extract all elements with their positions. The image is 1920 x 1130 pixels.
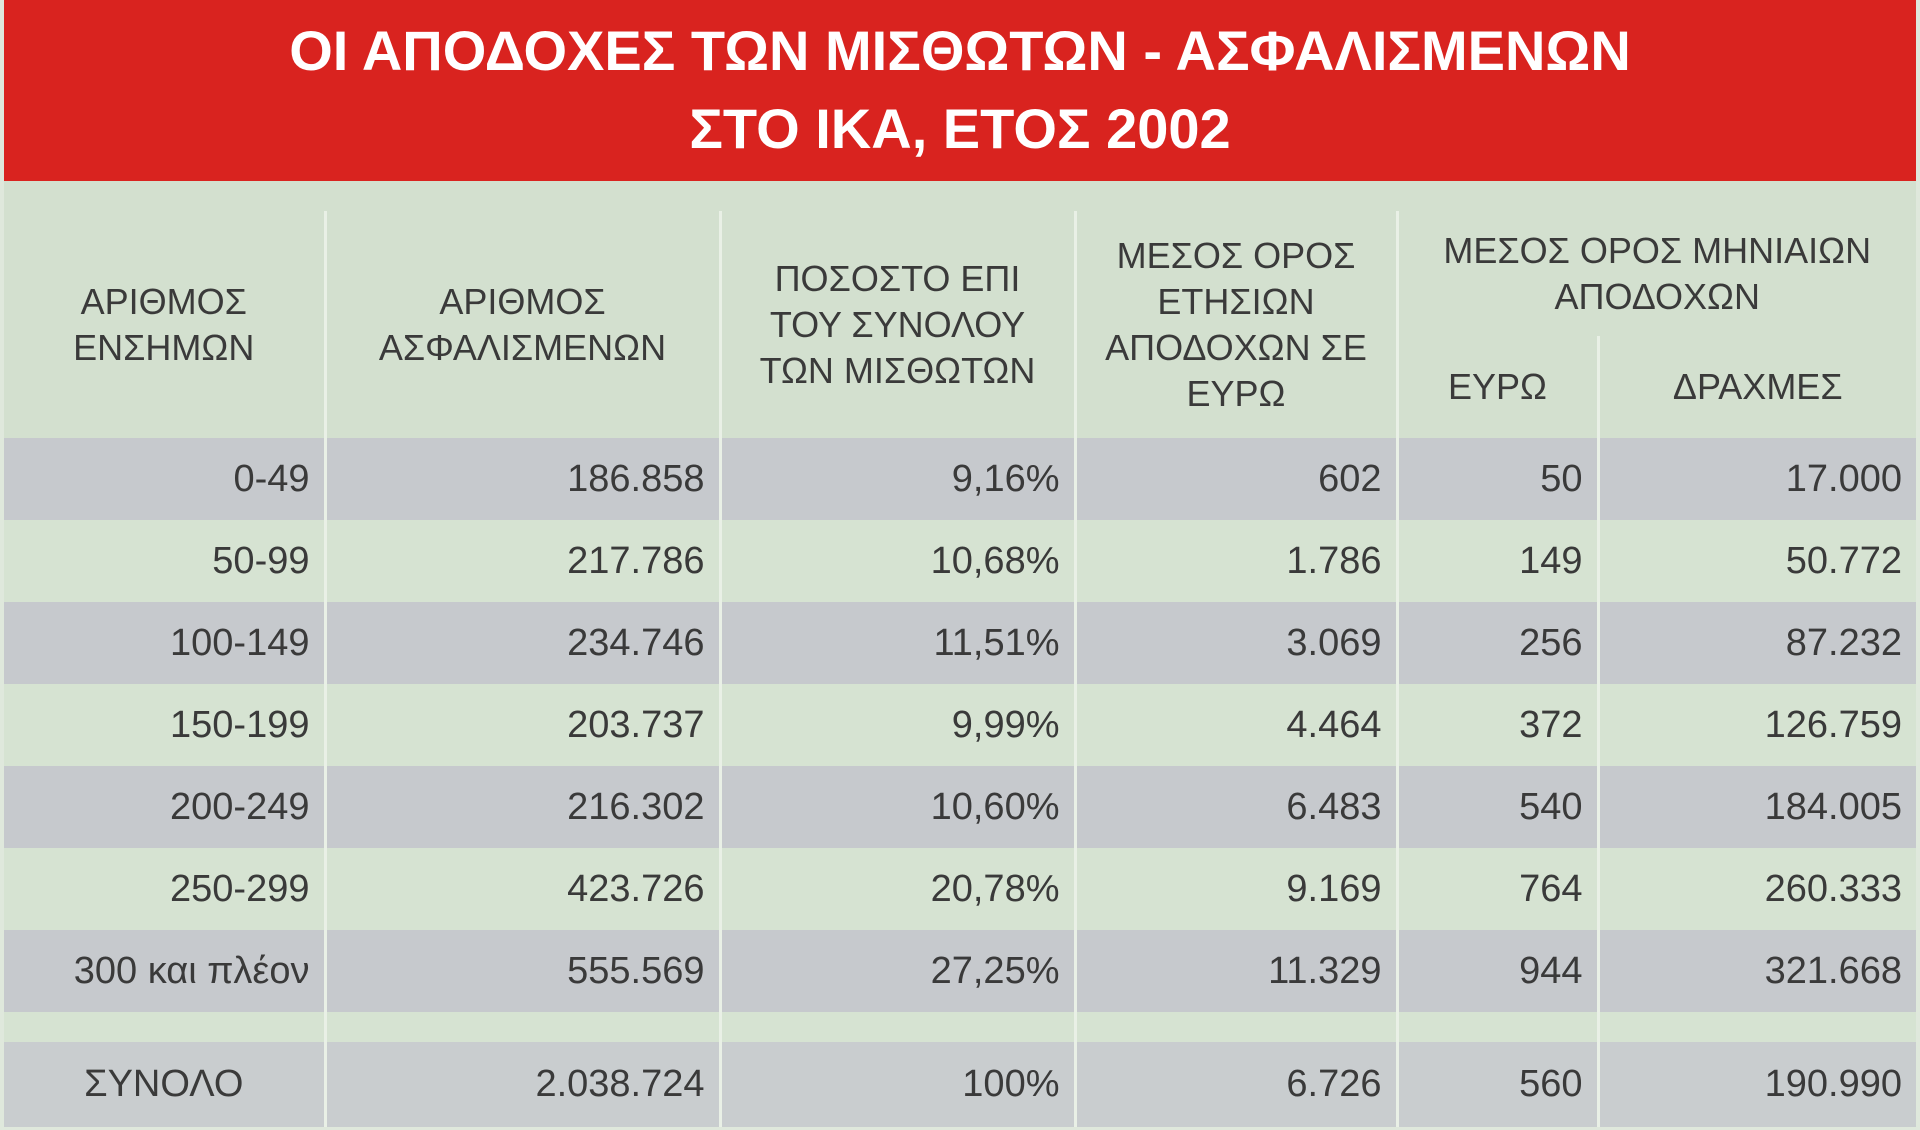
empty-cell xyxy=(1397,1012,1600,1042)
empty-cell xyxy=(325,1012,722,1042)
column-header: ΠΟΣΟΣΤΟ ΕΠΙ ΤΟΥ ΣΥΝΟΛΟΥ ΤΩΝ ΜΙΣΘΩΤΩΝ xyxy=(720,211,1077,438)
group-header: ΜΕΣΟΣ ΟΡΟΣ ΜΗΝΙΑΙΩΝ ΑΠΟΔΟΧΩΝ xyxy=(1397,211,1916,336)
table-cell: 764 xyxy=(1397,848,1600,930)
table-cell: 50 xyxy=(1397,438,1600,520)
empty-cell xyxy=(4,1012,327,1042)
table-cell: 10,60% xyxy=(720,766,1077,848)
table-cell: 17.000 xyxy=(1598,438,1916,520)
table-cell: 234.746 xyxy=(325,602,722,684)
table-row: 100-149 234.746 11,51% 3.069 256 87.232 xyxy=(4,602,1916,684)
table-cell: 9.169 xyxy=(1075,848,1399,930)
table-cell: 372 xyxy=(1397,684,1600,766)
title-line: ΣΤΟ ΙΚΑ, ΕΤΟΣ 2002 xyxy=(689,97,1231,160)
table-cell: 216.302 xyxy=(325,766,722,848)
column-header: ΑΡΙΘΜΟΣ ΕΝΣΗΜΩΝ xyxy=(4,211,327,438)
sub-header: ΔΡΑΧΜΕΣ xyxy=(1598,336,1916,438)
table-cell: 3.069 xyxy=(1075,602,1399,684)
table-row: 0-49 186.858 9,16% 602 50 17.000 xyxy=(4,438,1916,520)
table-cell: 186.858 xyxy=(325,438,722,520)
table-cell: 555.569 xyxy=(325,930,722,1012)
title-banner: ΟΙ ΑΠΟΔΟΧΕΣ ΤΩΝ ΜΙΣΘΩΤΩΝ - ΑΣΦΑΛΙΣΜΕΝΩΝ … xyxy=(4,0,1916,181)
table-cell: 217.786 xyxy=(325,520,722,602)
sub-header: ΕΥΡΩ xyxy=(1397,336,1600,438)
table-cell: 203.737 xyxy=(325,684,722,766)
empty-cell xyxy=(720,1012,1077,1042)
table-cell: 2.038.724 xyxy=(325,1042,722,1127)
title-line: ΟΙ ΑΠΟΔΟΧΕΣ ΤΩΝ ΜΙΣΘΩΤΩΝ - ΑΣΦΑΛΙΣΜΕΝΩΝ xyxy=(289,19,1631,82)
table-cell: 250-299 xyxy=(4,848,327,930)
table-cell: 540 xyxy=(1397,766,1600,848)
table-row: 250-299 423.726 20,78% 9.169 764 260.333 xyxy=(4,848,1916,930)
table-cell: 126.759 xyxy=(1598,684,1916,766)
spacer-strip xyxy=(4,181,1916,211)
table-cell: 300 και πλέον xyxy=(4,930,327,1012)
table-cell: 11,51% xyxy=(720,602,1077,684)
table-cell: 190.990 xyxy=(1598,1042,1916,1127)
table-cell: 184.005 xyxy=(1598,766,1916,848)
table-cell: 10,68% xyxy=(720,520,1077,602)
table-cell: 0-49 xyxy=(4,438,327,520)
table-cell: 423.726 xyxy=(325,848,722,930)
table-cell: 11.329 xyxy=(1075,930,1399,1012)
table-cell: 6.726 xyxy=(1075,1042,1399,1127)
table-cell: 87.232 xyxy=(1598,602,1916,684)
table-row: 200-249 216.302 10,60% 6.483 540 184.005 xyxy=(4,766,1916,848)
table-cell: 9,16% xyxy=(720,438,1077,520)
table-cell: 100% xyxy=(720,1042,1077,1127)
table-cell: 4.464 xyxy=(1075,684,1399,766)
table-cell: 256 xyxy=(1397,602,1600,684)
table-cell: 50.772 xyxy=(1598,520,1916,602)
table-cell: 20,78% xyxy=(720,848,1077,930)
spacer-row xyxy=(4,1012,1916,1042)
table-cell: 6.483 xyxy=(1075,766,1399,848)
table-cell: ΣΥΝΟΛΟ xyxy=(4,1042,327,1127)
empty-cell xyxy=(1598,1012,1916,1042)
table-cell: 100-149 xyxy=(4,602,327,684)
table-cell: 1.786 xyxy=(1075,520,1399,602)
table-cell: 944 xyxy=(1397,930,1600,1012)
table-row: ΣΥΝΟΛΟ 2.038.724 100% 6.726 560 190.990 xyxy=(4,1042,1916,1127)
table-cell: 149 xyxy=(1397,520,1600,602)
table-body: 0-49 186.858 9,16% 602 50 17.000 50-99 217.786 1… xyxy=(4,438,1916,1127)
table-cell: 260.333 xyxy=(1598,848,1916,930)
table-cell: 9,99% xyxy=(720,684,1077,766)
table-cell: 50-99 xyxy=(4,520,327,602)
table-cell: 321.668 xyxy=(1598,930,1916,1012)
column-header: ΑΡΙΘΜΟΣ ΑΣΦΑΛΙΣΜΕΝΩΝ xyxy=(325,211,722,438)
table-row: 50-99 217.786 10,68% 1.786 149 50.772 xyxy=(4,520,1916,602)
table-cell: 602 xyxy=(1075,438,1399,520)
table-cell: 560 xyxy=(1397,1042,1600,1127)
table-cell: 150-199 xyxy=(4,684,327,766)
table-cell: 27,25% xyxy=(720,930,1077,1012)
table-row: 300 και πλέον 555.569 27,25% 11.329 944 321.6… xyxy=(4,930,1916,1012)
table-cell: 200-249 xyxy=(4,766,327,848)
table-row: 150-199 203.737 9,99% 4.464 372 126.759 xyxy=(4,684,1916,766)
column-header: ΜΕΣΟΣ ΟΡΟΣ ΕΤΗΣΙΩΝ ΑΠΟΔΟΧΩΝ ΣΕ ΕΥΡΩ xyxy=(1075,211,1399,438)
empty-cell xyxy=(1075,1012,1399,1042)
data-table: ΑΡΙΘΜΟΣ ΕΝΣΗΜΩΝ ΑΡΙΘΜΟΣ ΑΣΦΑΛΙΣΜΕΝΩΝ ΠΟΣ… xyxy=(4,211,1916,1127)
